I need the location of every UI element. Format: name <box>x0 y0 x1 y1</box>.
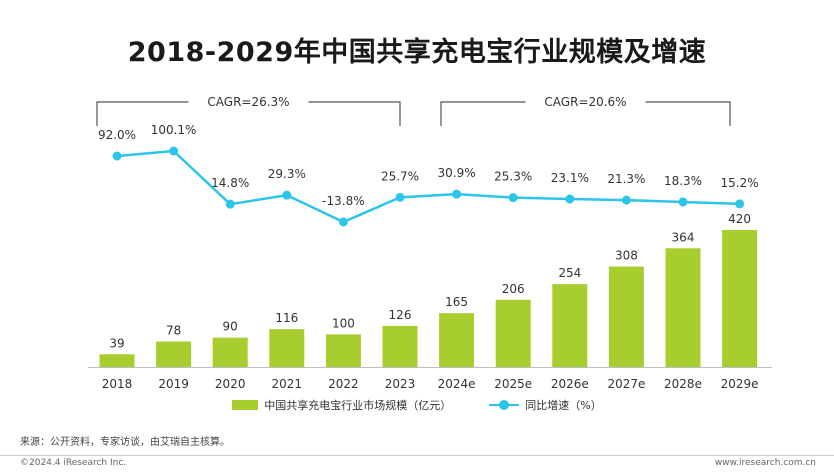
bar-value-label: 78 <box>166 324 181 338</box>
bar-value-label: 420 <box>728 212 751 226</box>
x-tick-label: 2025e <box>494 377 532 391</box>
x-tick-label: 2021 <box>272 377 303 391</box>
growth-value-label: 29.3% <box>268 167 306 181</box>
x-tick-label: 2024e <box>438 377 476 391</box>
growth-value-label: 30.9% <box>438 166 476 180</box>
growth-point-2018 <box>112 151 122 161</box>
bar-value-label: 364 <box>672 230 695 244</box>
chart-legend: 中国共享充电宝行业市场规模（亿元） 同比增速（%） <box>0 397 834 413</box>
x-tick-label: 2022 <box>328 377 359 391</box>
legend-line-label: 同比增速（%） <box>525 399 602 412</box>
cagr-bracket <box>440 101 731 126</box>
bar-value-label: 308 <box>615 249 638 263</box>
x-tick-label: 2020 <box>215 377 246 391</box>
legend-bar-swatch <box>232 400 259 410</box>
bar-2028e <box>665 248 701 367</box>
growth-value-label: 23.1% <box>551 171 589 185</box>
bar-2020 <box>212 337 248 367</box>
bar-value-label: 254 <box>558 266 581 280</box>
bar-2027e <box>608 266 644 367</box>
chart-canvas: 39 78 90 116 100 126 165 206 254 308 364 420 2018 201… <box>88 95 772 391</box>
bar-value-label: 116 <box>275 311 298 325</box>
growth-point-2026e <box>565 194 575 204</box>
growth-point-2027e <box>621 195 631 205</box>
source-note: 来源：公开资料，专家访谈，由艾瑞自主核算。 <box>20 437 230 448</box>
bar-value-label: 100 <box>332 316 355 330</box>
x-tick-label: 2019 <box>158 377 189 391</box>
cagr-label: CAGR=20.6% <box>544 95 626 109</box>
x-tick-label: 2029e <box>721 377 759 391</box>
footer-divider <box>0 455 834 456</box>
bar-2022 <box>325 334 361 367</box>
growth-point-2028e <box>678 197 688 207</box>
growth-value-label: 14.8% <box>211 176 249 190</box>
growth-point-2021 <box>282 190 292 200</box>
x-tick-label: 2018 <box>102 377 133 391</box>
growth-line <box>116 149 740 224</box>
growth-value-label: 18.3% <box>664 174 702 188</box>
bar-value-label: 90 <box>223 320 238 334</box>
bar-value-label: 165 <box>445 295 468 309</box>
growth-value-label: 21.3% <box>607 172 645 186</box>
bar-2029e <box>722 230 758 367</box>
growth-point-2025e <box>508 193 518 203</box>
growth-point-2019 <box>169 146 179 156</box>
growth-value-label: 100.1% <box>151 123 197 137</box>
growth-value-label: -13.8% <box>322 194 364 208</box>
bar-2025e <box>495 299 531 367</box>
x-tick-label: 2026e <box>551 377 589 391</box>
growth-value-label: 15.2% <box>721 176 759 190</box>
growth-point-2029e <box>735 199 745 209</box>
growth-point-2020 <box>225 199 235 209</box>
bar-2019 <box>156 341 192 367</box>
bar-2023 <box>382 325 418 367</box>
chart-title: 2018-2029年中国共享充电宝行业规模及增速 <box>127 37 707 68</box>
bar-value-label: 39 <box>109 336 124 350</box>
cagr-bracket <box>96 101 401 126</box>
bar-value-label: 126 <box>389 308 412 322</box>
x-tick-label: 2027e <box>607 377 645 391</box>
growth-point-2023 <box>395 192 405 202</box>
growth-value-label: 92.0% <box>98 128 136 142</box>
website-link[interactable]: www.iresearch.com.cn <box>714 458 816 468</box>
growth-value-label: 25.7% <box>381 169 419 183</box>
x-tick-label: 2028e <box>664 377 702 391</box>
legend-item-bar: 中国共享充电宝行业市场规模（亿元） <box>232 397 451 413</box>
bar-2018 <box>99 354 135 367</box>
bar-value-label: 206 <box>502 282 525 296</box>
bar-2021 <box>269 329 305 367</box>
legend-bar-label: 中国共享充电宝行业市场规模（亿元） <box>264 399 452 412</box>
bar-2026e <box>552 284 588 367</box>
copyright-text: ©2024.4 iResearch Inc. <box>20 458 127 468</box>
bar-2024e <box>439 313 475 367</box>
x-tick-label: 2023 <box>385 377 416 391</box>
growth-point-2024e <box>452 189 462 199</box>
growth-point-2022 <box>338 217 348 227</box>
legend-line-swatch <box>489 400 520 410</box>
growth-value-label: 25.3% <box>494 170 532 184</box>
legend-item-line: 同比增速（%） <box>489 397 602 413</box>
cagr-label: CAGR=26.3% <box>207 95 289 109</box>
